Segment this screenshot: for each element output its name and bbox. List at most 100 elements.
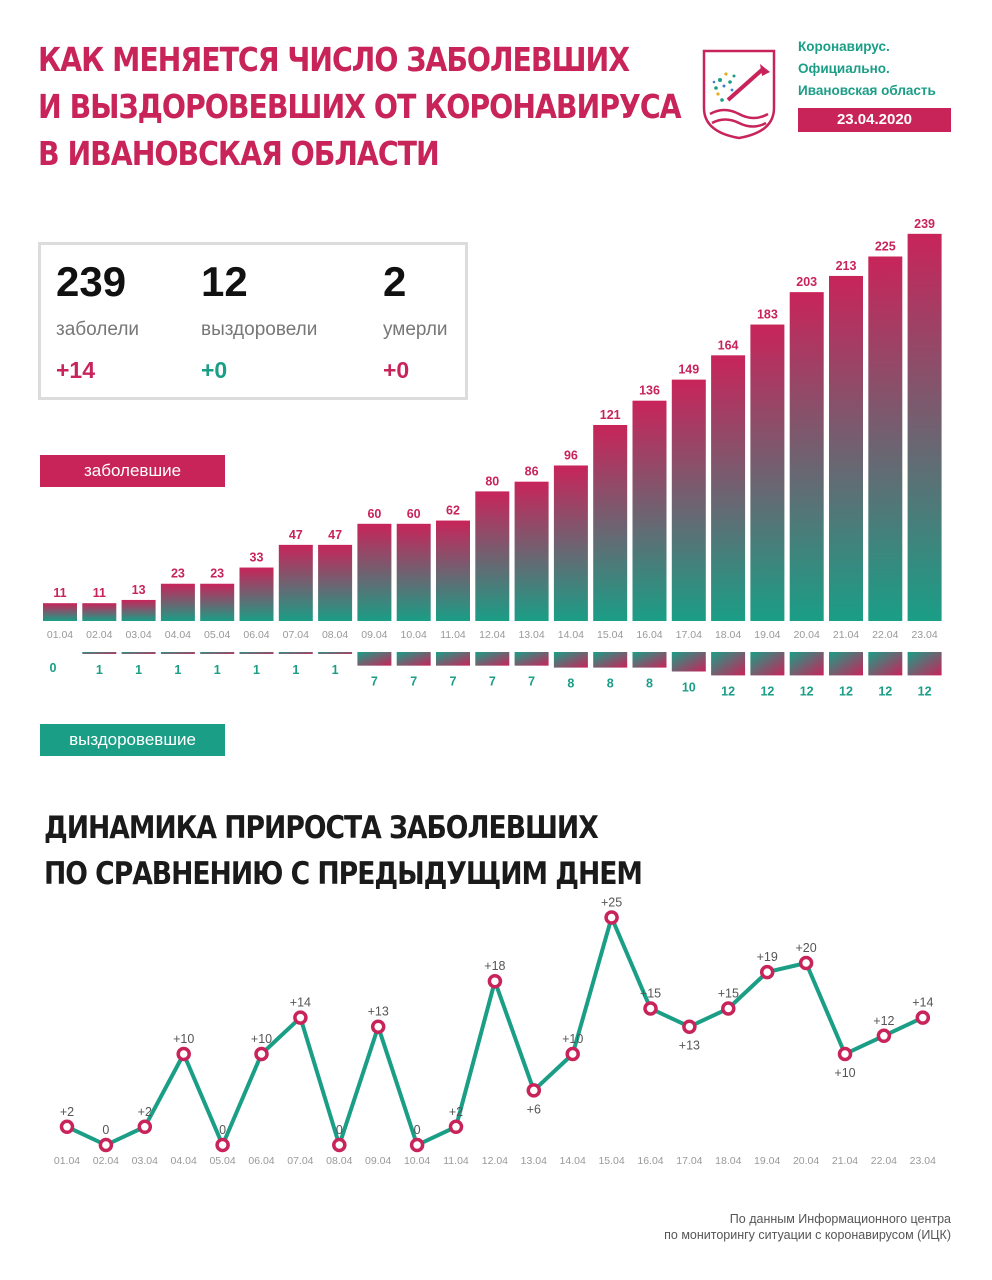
title-line-2: И ВЫЗДОРОВЕВШИХ ОТ КОРОНАВИРУСА xyxy=(38,87,682,126)
recovered-value-label: 1 xyxy=(214,663,221,677)
cases-value-label: 203 xyxy=(796,275,817,289)
cases-bar-06.04 xyxy=(239,567,274,621)
section-title-growth: ДИНАМИКА ПРИРОСТА ЗАБОЛЕВШИХ ПО СРАВНЕНИ… xyxy=(44,805,643,897)
cases-date-label: 03.04 xyxy=(125,629,151,641)
growth-date-label: 02.04 xyxy=(93,1155,119,1167)
cases-date-label: 21.04 xyxy=(833,629,859,641)
growth-point-02.04 xyxy=(98,1137,114,1153)
cases-bar-01.04 xyxy=(43,603,77,621)
growth-date-label: 20.04 xyxy=(793,1155,819,1167)
growth-point-13.04 xyxy=(526,1083,542,1098)
cases-value-label: 47 xyxy=(289,528,303,542)
growth-date-label: 06.04 xyxy=(248,1155,274,1167)
growth-line xyxy=(66,915,924,1147)
legend-recovered: выздоровевшие xyxy=(40,724,225,756)
cases-bar-02.04 xyxy=(82,603,117,621)
brand-line-2: Официально. xyxy=(798,61,890,76)
growth-value-label: +14 xyxy=(290,996,311,1010)
cases-total: 239 xyxy=(56,258,127,305)
recovered-value-label: 8 xyxy=(646,677,653,691)
recovered-value-label: 1 xyxy=(174,663,181,677)
cases-bar-18.04 xyxy=(711,355,746,621)
recovered-value-label: 8 xyxy=(567,677,574,691)
cases-bar-09.04 xyxy=(357,523,392,621)
region-coat-of-arms-logo xyxy=(700,48,778,140)
growth-value-label: +2 xyxy=(60,1105,74,1119)
recovered-value-label: 0 xyxy=(50,661,57,675)
cases-bar-15.04 xyxy=(593,424,628,621)
growth-point-23.04 xyxy=(915,1010,931,1025)
recovered-value-label: 12 xyxy=(878,684,892,698)
cases-date-label: 06.04 xyxy=(243,629,269,641)
cases-date-label: 15.04 xyxy=(597,629,623,641)
growth-date-label: 01.04 xyxy=(54,1155,80,1167)
cases-value-label: 239 xyxy=(914,217,935,231)
growth-value-label: 0 xyxy=(102,1123,109,1137)
recovered-value-label: 10 xyxy=(682,681,696,695)
recovered-bar-02.04 xyxy=(82,652,117,654)
cases-bar-19.04 xyxy=(750,324,785,621)
recovered-bar-16.04 xyxy=(632,652,667,668)
source-line-1: По данным Информационного центра xyxy=(729,1212,951,1226)
growth-date-label: 21.04 xyxy=(832,1155,858,1167)
growth-point-09.04 xyxy=(370,1019,386,1034)
cases-date-label: 16.04 xyxy=(636,629,662,641)
bar-chart-cases-recovered: 1101.0401102.0411303.0412304.0412305.041… xyxy=(43,217,942,698)
cases-date-label: 01.04 xyxy=(47,629,73,641)
growth-date-label: 11.04 xyxy=(443,1155,469,1167)
growth-point-14.04 xyxy=(565,1046,580,1062)
cases-value-label: 225 xyxy=(875,240,896,254)
growth-date-label: 17.04 xyxy=(676,1155,702,1167)
cases-date-label: 12.04 xyxy=(479,629,505,641)
recovered-bar-12.04 xyxy=(475,652,510,666)
cases-value-label: 80 xyxy=(485,474,499,488)
recovered-bar-09.04 xyxy=(357,652,392,666)
growth-date-label: 19.04 xyxy=(754,1155,780,1167)
cases-date-label: 18.04 xyxy=(715,629,741,641)
cases-date-label: 05.04 xyxy=(204,629,230,641)
growth-date-label: 14.04 xyxy=(560,1155,586,1167)
cases-bar-08.04 xyxy=(318,544,353,621)
growth-value-label: 0 xyxy=(414,1123,421,1137)
cases-bar-07.04 xyxy=(278,544,313,621)
cases-date-label: 13.04 xyxy=(518,629,544,641)
cases-value-label: 164 xyxy=(718,338,739,352)
recovered-value-label: 1 xyxy=(96,663,103,677)
cases-value-label: 136 xyxy=(639,384,660,398)
cases-bar-05.04 xyxy=(200,583,235,621)
cases-bar-11.04 xyxy=(436,520,470,621)
recovered-total: 12 xyxy=(201,258,248,305)
cases-date-label: 02.04 xyxy=(86,629,112,641)
growth-point-16.04 xyxy=(643,1001,658,1016)
cases-value-label: 23 xyxy=(210,567,224,581)
growth-value-label: +10 xyxy=(173,1032,194,1046)
cases-value-label: 47 xyxy=(328,528,342,542)
recovered-value-label: 7 xyxy=(410,675,417,689)
cases-value-label: 96 xyxy=(564,448,578,462)
cases-bar-04.04 xyxy=(160,583,195,621)
growth-value-label: +25 xyxy=(601,896,622,910)
growth-value-label: +2 xyxy=(138,1105,152,1119)
recovered-bar-07.04 xyxy=(278,652,313,654)
recovered-bar-20.04 xyxy=(789,652,824,676)
recovered-value-label: 12 xyxy=(918,684,932,698)
growth-value-label: 0 xyxy=(336,1123,343,1137)
recovered-value-label: 7 xyxy=(450,675,457,689)
recovered-value-label: 12 xyxy=(721,684,735,698)
cases-bar-03.04 xyxy=(121,599,156,621)
growth-point-19.04 xyxy=(759,964,775,980)
growth-point-21.04 xyxy=(837,1046,853,1062)
cases-bar-16.04 xyxy=(632,400,667,621)
growth-value-label: +10 xyxy=(834,1066,855,1080)
growth-value-label: +19 xyxy=(757,950,778,964)
cases-value-label: 86 xyxy=(525,465,539,479)
stat-cases: 239 заболели +14 xyxy=(56,257,139,383)
growth-date-label: 22.04 xyxy=(871,1155,897,1167)
recovered-bar-03.04 xyxy=(121,652,156,654)
recovered-value-label: 12 xyxy=(760,684,774,698)
cases-value-label: 62 xyxy=(446,504,460,518)
recovered-bar-19.04 xyxy=(750,652,785,676)
recovered-bar-13.04 xyxy=(514,652,549,666)
growth-date-label: 18.04 xyxy=(715,1155,741,1167)
cases-bar-14.04 xyxy=(553,465,588,621)
